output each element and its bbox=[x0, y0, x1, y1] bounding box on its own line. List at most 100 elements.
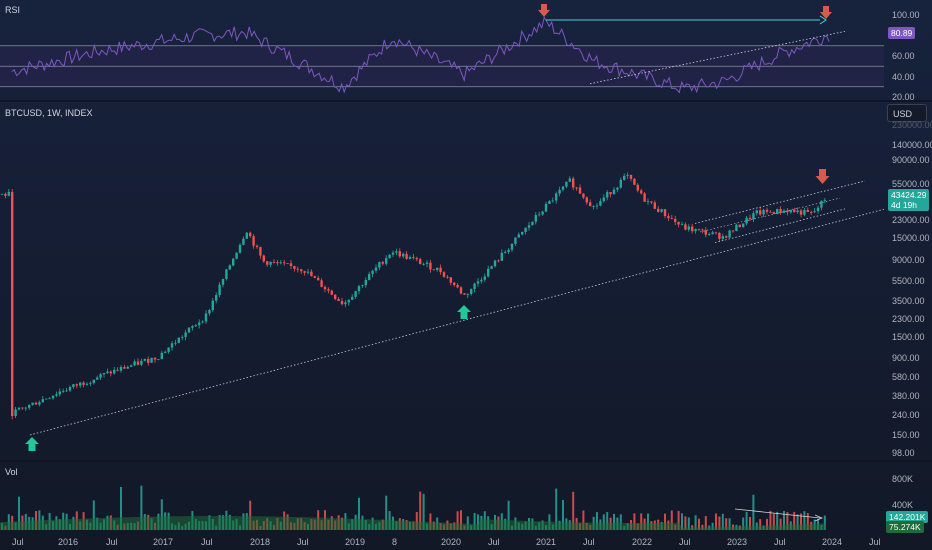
candle-body bbox=[300, 269, 303, 272]
candle-body bbox=[572, 178, 575, 188]
candle-body bbox=[136, 361, 140, 365]
last-price-badge: 43424.29 4d 19h bbox=[888, 189, 930, 211]
price-pane-title[interactable]: BTCUSD, 1W, INDEX bbox=[5, 108, 93, 118]
volume-bar bbox=[718, 516, 721, 530]
volume-bar bbox=[419, 491, 422, 530]
candle-body bbox=[667, 216, 670, 219]
candle-body bbox=[538, 214, 541, 216]
candle-body bbox=[252, 236, 255, 246]
candle-body bbox=[759, 210, 762, 215]
time-axis-label: 2020 bbox=[441, 537, 462, 547]
candle-body bbox=[238, 244, 242, 253]
time-axis-label: 2022 bbox=[632, 537, 653, 547]
candle-body bbox=[470, 288, 473, 295]
candle-body bbox=[225, 269, 228, 279]
candle-body bbox=[99, 374, 102, 378]
time-axis-label: Jul bbox=[774, 537, 786, 547]
candle-body bbox=[330, 290, 333, 295]
candle-body bbox=[68, 387, 72, 391]
time-axis-label: 2023 bbox=[727, 537, 748, 547]
candle-body bbox=[364, 280, 367, 286]
channel-mid-line bbox=[699, 197, 841, 233]
candle-body bbox=[728, 230, 731, 238]
candle-body bbox=[561, 186, 565, 190]
candle-body bbox=[327, 289, 330, 291]
candle-body bbox=[623, 175, 626, 180]
volume-bar bbox=[606, 512, 609, 530]
candle-body bbox=[272, 261, 276, 263]
volume-bar bbox=[249, 500, 252, 530]
candle-body bbox=[748, 217, 752, 220]
candle-body bbox=[133, 361, 136, 366]
price-axis-tick: 23000.00 bbox=[892, 215, 930, 225]
candle-body bbox=[82, 382, 85, 385]
candle-body bbox=[456, 284, 459, 288]
candle-body bbox=[340, 301, 344, 305]
volume-bar bbox=[728, 518, 731, 530]
candle-body bbox=[663, 209, 667, 217]
candle-body bbox=[184, 332, 187, 337]
volume-bar bbox=[677, 510, 680, 530]
candle-body bbox=[493, 260, 497, 267]
candle-body bbox=[449, 277, 452, 283]
candle-body bbox=[147, 358, 150, 363]
candle-body bbox=[796, 210, 799, 213]
candle-body bbox=[75, 384, 78, 386]
time-axis-label: Jul bbox=[869, 537, 881, 547]
candle-body bbox=[446, 276, 449, 278]
candle-body bbox=[640, 190, 643, 194]
time-axis-label: 2018 bbox=[250, 537, 271, 547]
volume-bar bbox=[725, 518, 728, 530]
candle-body bbox=[568, 178, 571, 182]
candle-body bbox=[21, 407, 24, 409]
volume-bar bbox=[92, 500, 95, 530]
pane-separator-rsi[interactable] bbox=[0, 100, 932, 102]
candle-body bbox=[633, 178, 636, 185]
volume-bar bbox=[766, 518, 768, 530]
candle-body bbox=[218, 284, 221, 296]
volume-bar bbox=[507, 500, 510, 530]
candle-body bbox=[320, 280, 323, 287]
candle-body bbox=[551, 200, 554, 202]
currency-button[interactable]: USD bbox=[887, 104, 927, 122]
candle-body bbox=[140, 360, 143, 365]
candle-body bbox=[354, 291, 357, 297]
volume-trendline bbox=[734, 508, 821, 519]
rsi-line bbox=[11, 16, 830, 94]
buy-arrow-icon bbox=[457, 305, 471, 319]
candle-body bbox=[500, 252, 503, 261]
candle-body bbox=[544, 203, 548, 212]
candle-body bbox=[306, 271, 310, 273]
candle-body bbox=[0, 193, 4, 195]
candle-body bbox=[198, 322, 201, 326]
candle-body bbox=[286, 263, 289, 265]
rsi-axis-tick: 60.00 bbox=[892, 51, 915, 61]
candle-body bbox=[636, 184, 639, 191]
candle-body bbox=[283, 262, 286, 264]
candle-body bbox=[820, 200, 823, 208]
candle-body bbox=[592, 206, 595, 207]
time-axis-label: 2019 bbox=[345, 537, 366, 547]
candle-body bbox=[102, 373, 106, 375]
volume-bar bbox=[664, 513, 666, 530]
candle-body bbox=[463, 293, 466, 295]
volume-bar bbox=[681, 513, 683, 530]
candle-body bbox=[765, 209, 769, 212]
candle-body bbox=[279, 262, 282, 264]
rsi-pane-title[interactable]: RSI bbox=[5, 5, 21, 15]
volume-pane-title[interactable]: Vol bbox=[5, 467, 18, 477]
volume-bar bbox=[670, 510, 673, 530]
volume-bar bbox=[619, 514, 622, 530]
candle-body bbox=[789, 209, 792, 213]
pane-separator-volume[interactable] bbox=[0, 460, 932, 462]
price-axis-tick: 140000.00 bbox=[892, 140, 932, 150]
price-axis-tick: 98.00 bbox=[892, 448, 915, 458]
volume-bar bbox=[120, 486, 122, 530]
volume-ma-area bbox=[0, 516, 826, 530]
candle-body bbox=[194, 325, 197, 327]
volume-bar bbox=[779, 518, 782, 530]
candle-body bbox=[395, 251, 398, 253]
candle-body bbox=[786, 210, 789, 213]
price-axis-tick: 90000.00 bbox=[892, 155, 930, 165]
